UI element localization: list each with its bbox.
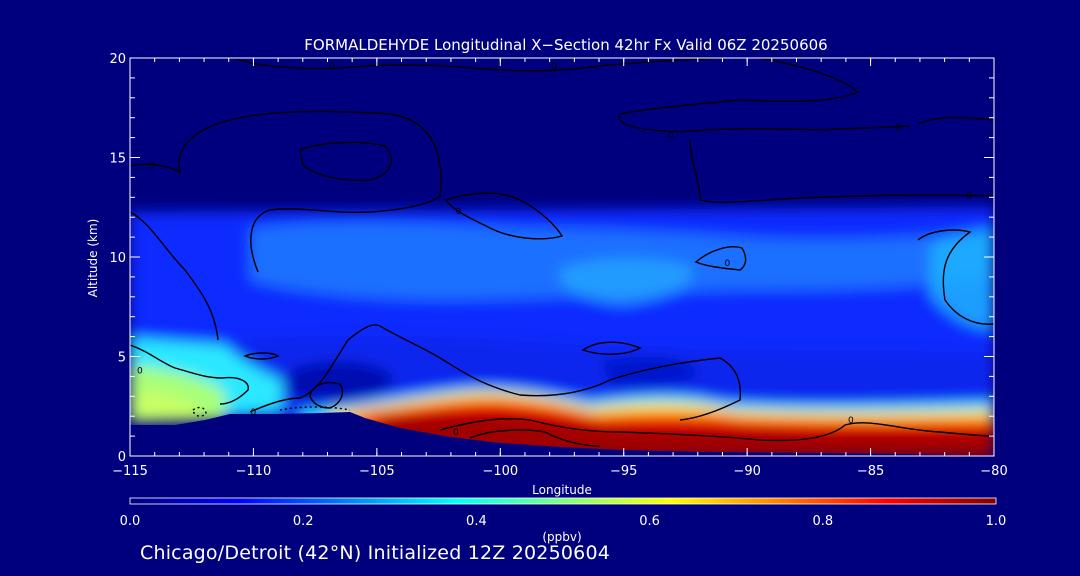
contour-line	[249, 324, 742, 421]
concentration-field	[130, 58, 994, 456]
contour-label: 0	[668, 132, 674, 142]
colorbar-tick-label: 0.6	[639, 514, 660, 529]
contour-label: 0	[552, 62, 558, 72]
y-tick-label: 20	[109, 52, 126, 67]
colorbar-tick-label: 0.8	[812, 514, 833, 529]
x-tick-label: −110	[236, 464, 272, 479]
x-tick-label: −100	[482, 464, 518, 479]
contour-label: 0	[137, 366, 143, 376]
contour-line	[439, 418, 994, 442]
x-tick-label: −105	[359, 464, 395, 479]
y-tick-label: 5	[118, 351, 126, 366]
chart-title: FORMALDEHYDE Longitudinal X−Section 42hr…	[304, 36, 827, 54]
contour-labels: 0 0 0 0 0 0 0 0 0 0 0 0	[137, 62, 972, 438]
colorbar-tick-label: 1.0	[986, 514, 1007, 529]
terrain-mask	[130, 412, 994, 456]
contour-line	[618, 58, 911, 133]
y-tick-label: 10	[109, 251, 126, 266]
x-axis-label: Longitude	[532, 483, 592, 497]
colorbar-unit-label: (ppbv)	[542, 530, 581, 544]
contour-label: 0	[455, 207, 461, 217]
contour-label: 0	[848, 416, 854, 426]
x-tick-label: −90	[733, 464, 760, 479]
field-cyan-right	[930, 228, 994, 330]
contour-label: 0	[895, 124, 901, 134]
contour-line	[299, 141, 392, 182]
contour-line	[581, 341, 642, 355]
x-tick-label: −115	[112, 464, 148, 479]
contour-label: 0	[966, 191, 972, 201]
contour-line	[130, 211, 219, 341]
contour-label: 0	[453, 428, 459, 438]
contour-lines	[130, 58, 994, 447]
colorbar-tick-label: 0.2	[293, 514, 314, 529]
contour-line	[192, 406, 207, 417]
contour-line	[444, 192, 564, 240]
contour-line	[234, 58, 721, 72]
contour-line	[279, 406, 351, 411]
colorbar-tick-label: 0.0	[120, 514, 141, 529]
contour-line	[309, 381, 344, 409]
contour-line	[130, 344, 249, 405]
x-tick-label: −95	[610, 464, 637, 479]
y-tick-label: 0	[118, 450, 126, 465]
figure-caption: Chicago/Detroit (42°N) Initialized 12Z 2…	[140, 542, 611, 564]
colorbar-tick-labels: 0.0 0.2 0.4 0.6 0.8 1.0	[120, 514, 1007, 529]
contour-line	[469, 429, 601, 447]
contour-label: 0	[330, 62, 336, 72]
contour-line	[243, 352, 280, 360]
colorbar	[129, 497, 997, 505]
field-cyan-patch	[559, 258, 692, 305]
axis-ticks	[129, 57, 995, 457]
y-axis-label: Altitude (km)	[86, 219, 100, 298]
contour-line	[917, 229, 994, 325]
colorbar-tick-label: 0.4	[466, 514, 487, 529]
contour-label: 0	[725, 259, 731, 269]
y-tick-labels: 0 5 10 15 20	[109, 52, 126, 465]
field-west-yellow	[135, 391, 200, 420]
contour-label: 0	[149, 161, 155, 171]
contour-line	[917, 116, 994, 125]
x-tick-labels: −115 −110 −105 −100 −95 −90 −85 −80	[112, 464, 1008, 479]
contour-line	[130, 110, 442, 273]
x-tick-label: −85	[857, 464, 884, 479]
x-tick-label: −80	[980, 464, 1007, 479]
contour-line	[689, 139, 994, 203]
contour-label: 0	[251, 408, 257, 418]
y-tick-label: 15	[109, 152, 126, 167]
contour-line	[694, 246, 747, 271]
